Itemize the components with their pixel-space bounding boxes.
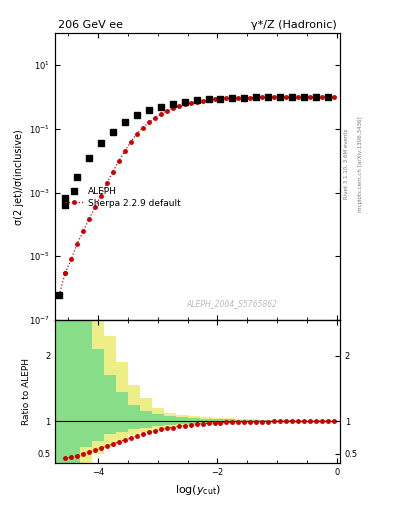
ALEPH bbox=[182, 99, 187, 105]
ALEPH bbox=[278, 94, 283, 100]
ALEPH bbox=[254, 94, 259, 100]
ALEPH bbox=[63, 195, 68, 201]
ALEPH bbox=[170, 101, 175, 107]
ALEPH bbox=[302, 94, 307, 100]
ALEPH bbox=[147, 108, 151, 114]
Line: ALEPH: ALEPH bbox=[62, 94, 331, 200]
ALEPH bbox=[242, 95, 247, 101]
ALEPH bbox=[206, 96, 211, 102]
ALEPH bbox=[134, 112, 139, 118]
ALEPH bbox=[123, 119, 127, 125]
Text: mcplots.cern.ch [arXiv:1306.3436]: mcplots.cern.ch [arXiv:1306.3436] bbox=[358, 116, 363, 211]
ALEPH bbox=[75, 174, 79, 180]
ALEPH bbox=[266, 94, 271, 100]
ALEPH bbox=[99, 140, 103, 146]
Y-axis label: σ(2 jet)/σ(inclusive): σ(2 jet)/σ(inclusive) bbox=[14, 129, 24, 225]
ALEPH bbox=[158, 103, 163, 110]
Text: Rivet 3.1.10, 3.6M events: Rivet 3.1.10, 3.6M events bbox=[344, 129, 349, 199]
Y-axis label: Ratio to ALEPH: Ratio to ALEPH bbox=[22, 358, 31, 425]
Text: ALEPH_2004_S5765862: ALEPH_2004_S5765862 bbox=[186, 300, 277, 309]
ALEPH bbox=[230, 95, 235, 101]
Text: 206 GeV ee: 206 GeV ee bbox=[58, 20, 123, 30]
ALEPH bbox=[218, 96, 223, 102]
Text: γ*/Z (Hadronic): γ*/Z (Hadronic) bbox=[252, 20, 337, 30]
ALEPH bbox=[110, 129, 115, 135]
ALEPH bbox=[194, 97, 199, 103]
X-axis label: $\log(y_{\rm cut})$: $\log(y_{\rm cut})$ bbox=[174, 483, 220, 497]
ALEPH bbox=[290, 94, 294, 100]
ALEPH bbox=[87, 155, 92, 161]
ALEPH bbox=[326, 94, 331, 100]
Legend: ALEPH, Sherpa 2.2.9 default: ALEPH, Sherpa 2.2.9 default bbox=[65, 187, 180, 207]
ALEPH bbox=[314, 94, 318, 100]
